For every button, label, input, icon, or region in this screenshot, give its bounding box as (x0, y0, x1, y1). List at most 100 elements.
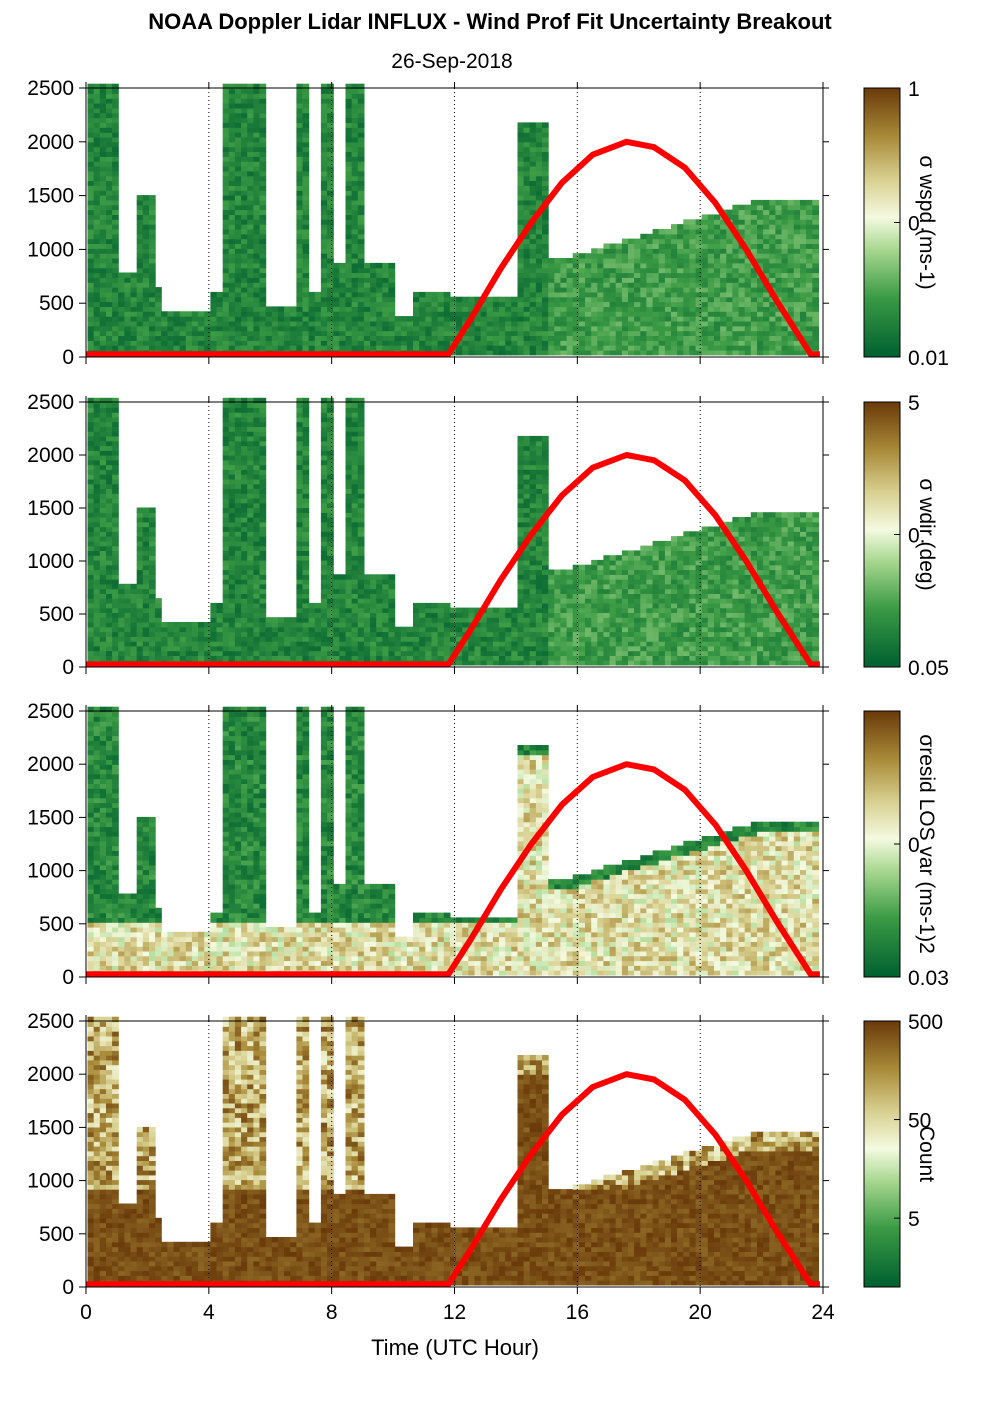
heatmap-cell (597, 277, 604, 283)
heatmap-cell (222, 474, 230, 480)
heatmap-cell (351, 277, 359, 283)
heatmap-cell (87, 199, 95, 206)
heatmap-cell (474, 607, 482, 613)
heatmap-cell (234, 282, 242, 288)
heatmap-cell (106, 146, 113, 152)
heatmap-cell (572, 340, 580, 346)
heatmap-cell (130, 277, 138, 283)
heatmap-cell (339, 287, 346, 293)
y-tick-label: 1500 (27, 185, 74, 208)
heatmap-cell (320, 474, 328, 480)
heatmap-cell (106, 555, 113, 561)
heatmap-cell (683, 243, 690, 249)
heatmap-cell (689, 238, 697, 244)
heatmap-cell (529, 335, 537, 341)
heatmap-cell (339, 641, 346, 647)
heatmap-cell (394, 330, 402, 336)
heatmap-cell (351, 483, 359, 489)
heatmap-cell (351, 526, 359, 532)
heatmap-cell (646, 325, 654, 332)
heatmap-cell (363, 655, 371, 661)
heatmap-cell (775, 345, 783, 351)
heatmap-cell (425, 607, 432, 613)
heatmap-cell (327, 335, 334, 341)
heatmap-cell (499, 335, 506, 341)
heatmap-cell (87, 161, 95, 167)
heatmap-cell (259, 531, 267, 537)
heatmap-cell (265, 321, 273, 327)
heatmap-cell (456, 626, 463, 633)
heatmap-cell (781, 262, 789, 269)
heatmap-cell (376, 583, 383, 590)
heatmap-cell (615, 287, 623, 293)
heatmap-cell (253, 132, 261, 138)
heatmap-cell (419, 612, 426, 618)
heatmap-cell (259, 497, 267, 504)
heatmap-cell (363, 267, 371, 274)
heatmap-cell (351, 421, 359, 427)
heatmap-cell (228, 478, 236, 485)
heatmap-cell (714, 350, 721, 356)
heatmap-cell (99, 493, 107, 499)
heatmap-cell (720, 238, 727, 244)
heatmap-cell (370, 583, 377, 590)
heatmap-cell (302, 521, 310, 528)
heatmap-cell (591, 345, 598, 351)
heatmap-cell (99, 474, 107, 480)
heatmap-cell (314, 321, 322, 327)
heatmap-cell (253, 431, 261, 437)
heatmap-cell (548, 340, 555, 346)
heatmap-cell (99, 502, 107, 509)
heatmap-cell (744, 262, 752, 269)
heatmap-cell (419, 330, 426, 336)
heatmap-cell (277, 645, 285, 652)
heatmap-cell (259, 397, 267, 404)
heatmap-cell (351, 426, 359, 432)
heatmap-cell (142, 306, 150, 312)
heatmap-cell (234, 574, 242, 580)
heatmap-cell (308, 626, 316, 633)
heatmap-cell (351, 248, 359, 254)
heatmap-cell (376, 626, 383, 633)
heatmap-cell (99, 636, 107, 642)
heatmap-cell (517, 321, 525, 327)
heatmap-cell (247, 483, 254, 489)
heatmap-cell (222, 345, 230, 351)
heatmap-cell (345, 655, 353, 661)
heatmap-cell (142, 204, 150, 211)
heatmap-cell (155, 641, 162, 647)
heatmap-cell (216, 335, 224, 341)
heatmap-cell (155, 622, 162, 628)
heatmap-cell (302, 93, 310, 99)
heatmap-cell (394, 345, 402, 351)
heatmap-cell (296, 483, 304, 489)
heatmap-wdir-uncertainty (87, 397, 819, 666)
heatmap-cell (130, 287, 138, 293)
heatmap-cell (333, 277, 340, 283)
heatmap-cell (222, 521, 230, 528)
heatmap-cell (339, 612, 346, 618)
heatmap-cell (529, 127, 537, 133)
heatmap-cell (112, 521, 119, 528)
heatmap-cell (345, 233, 353, 240)
heatmap-cell (142, 559, 150, 566)
heatmap-cell (345, 440, 353, 447)
heatmap-cell (787, 272, 795, 278)
heatmap-cell (812, 267, 819, 274)
heatmap-cell (542, 122, 549, 128)
heatmap-cell (93, 602, 101, 609)
heatmap-cell (228, 282, 236, 288)
heatmap-cell (775, 214, 783, 220)
heatmap-cell (744, 267, 752, 274)
heatmap-cell (664, 350, 672, 356)
heatmap-cell (222, 224, 230, 230)
heatmap-cell (449, 301, 457, 307)
heatmap-cell (535, 248, 543, 254)
heatmap-cell (296, 233, 304, 240)
heatmap-cell (542, 335, 549, 341)
heatmap-cell (677, 287, 684, 293)
heatmap-cell (523, 316, 531, 322)
heatmap-cell (302, 574, 310, 580)
heatmap-cell (388, 272, 396, 278)
heatmap-cell (130, 602, 138, 609)
